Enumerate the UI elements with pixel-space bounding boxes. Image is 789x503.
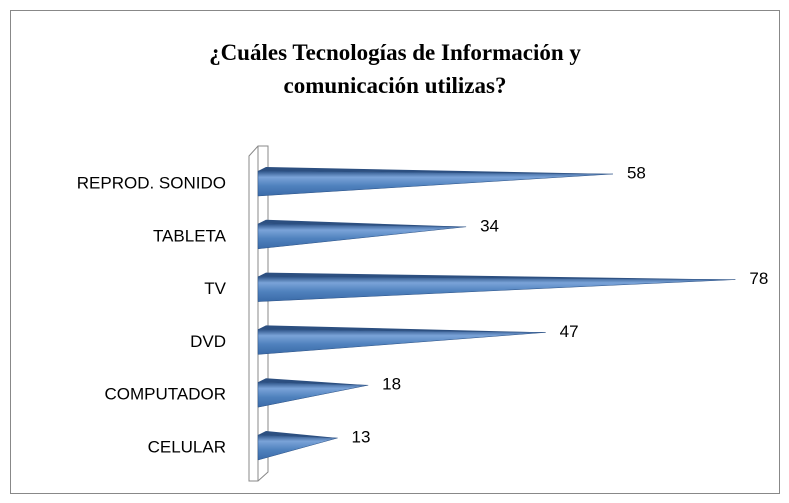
- bar-top: [258, 325, 546, 333]
- chart-border: [10, 10, 780, 494]
- y-tick-label: TV: [204, 279, 226, 298]
- bar-top: [258, 378, 369, 386]
- y-tick-label: REPROD. SONIDO: [77, 173, 226, 192]
- y-tick-label: TABLETA: [153, 226, 227, 245]
- bar-top: [258, 272, 736, 280]
- data-label: 13: [352, 427, 371, 446]
- bar-top: [258, 167, 613, 174]
- y-tick-label: DVD: [190, 332, 226, 351]
- data-label: 78: [749, 269, 768, 288]
- data-label: 18: [382, 375, 401, 394]
- data-label: 47: [560, 322, 579, 341]
- data-label: 58: [627, 163, 646, 182]
- bar-top: [258, 219, 467, 227]
- data-label: 34: [480, 216, 499, 235]
- chart-title: ¿Cuáles Tecnologías de Información y com…: [209, 40, 581, 98]
- bar: [257, 223, 467, 250]
- y-tick-label: COMPUTADOR: [104, 385, 226, 404]
- y-tick-label: CELULAR: [148, 437, 226, 456]
- bar-top: [258, 431, 338, 438]
